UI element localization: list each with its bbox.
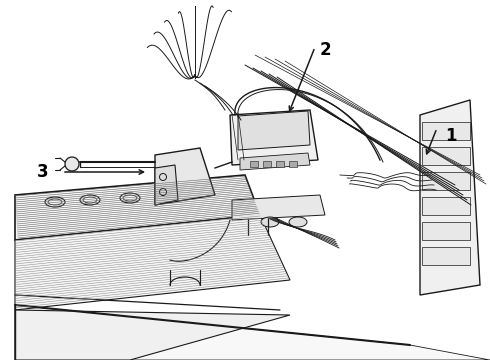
Bar: [263, 161, 271, 167]
Bar: [289, 161, 297, 167]
Polygon shape: [420, 100, 480, 295]
Ellipse shape: [160, 191, 180, 201]
Polygon shape: [155, 165, 178, 205]
Bar: [422, 247, 470, 265]
Polygon shape: [230, 110, 318, 165]
Polygon shape: [232, 195, 325, 220]
Bar: [422, 222, 470, 240]
Bar: [276, 161, 284, 167]
Polygon shape: [15, 305, 490, 360]
Polygon shape: [238, 111, 310, 150]
Text: 3: 3: [36, 163, 48, 181]
Bar: [422, 172, 470, 190]
Ellipse shape: [120, 193, 140, 203]
Ellipse shape: [80, 195, 100, 205]
Text: 2: 2: [320, 41, 332, 59]
Ellipse shape: [261, 217, 279, 227]
Bar: [422, 147, 470, 165]
Text: 1: 1: [445, 127, 457, 145]
Bar: [422, 197, 470, 215]
Bar: [250, 161, 258, 167]
Bar: [422, 122, 470, 140]
Polygon shape: [240, 153, 310, 170]
Ellipse shape: [242, 201, 274, 219]
Polygon shape: [155, 148, 215, 205]
Circle shape: [65, 157, 79, 171]
Ellipse shape: [45, 197, 65, 207]
Polygon shape: [15, 175, 260, 240]
Polygon shape: [15, 310, 290, 360]
Polygon shape: [15, 215, 290, 310]
Ellipse shape: [289, 217, 307, 227]
